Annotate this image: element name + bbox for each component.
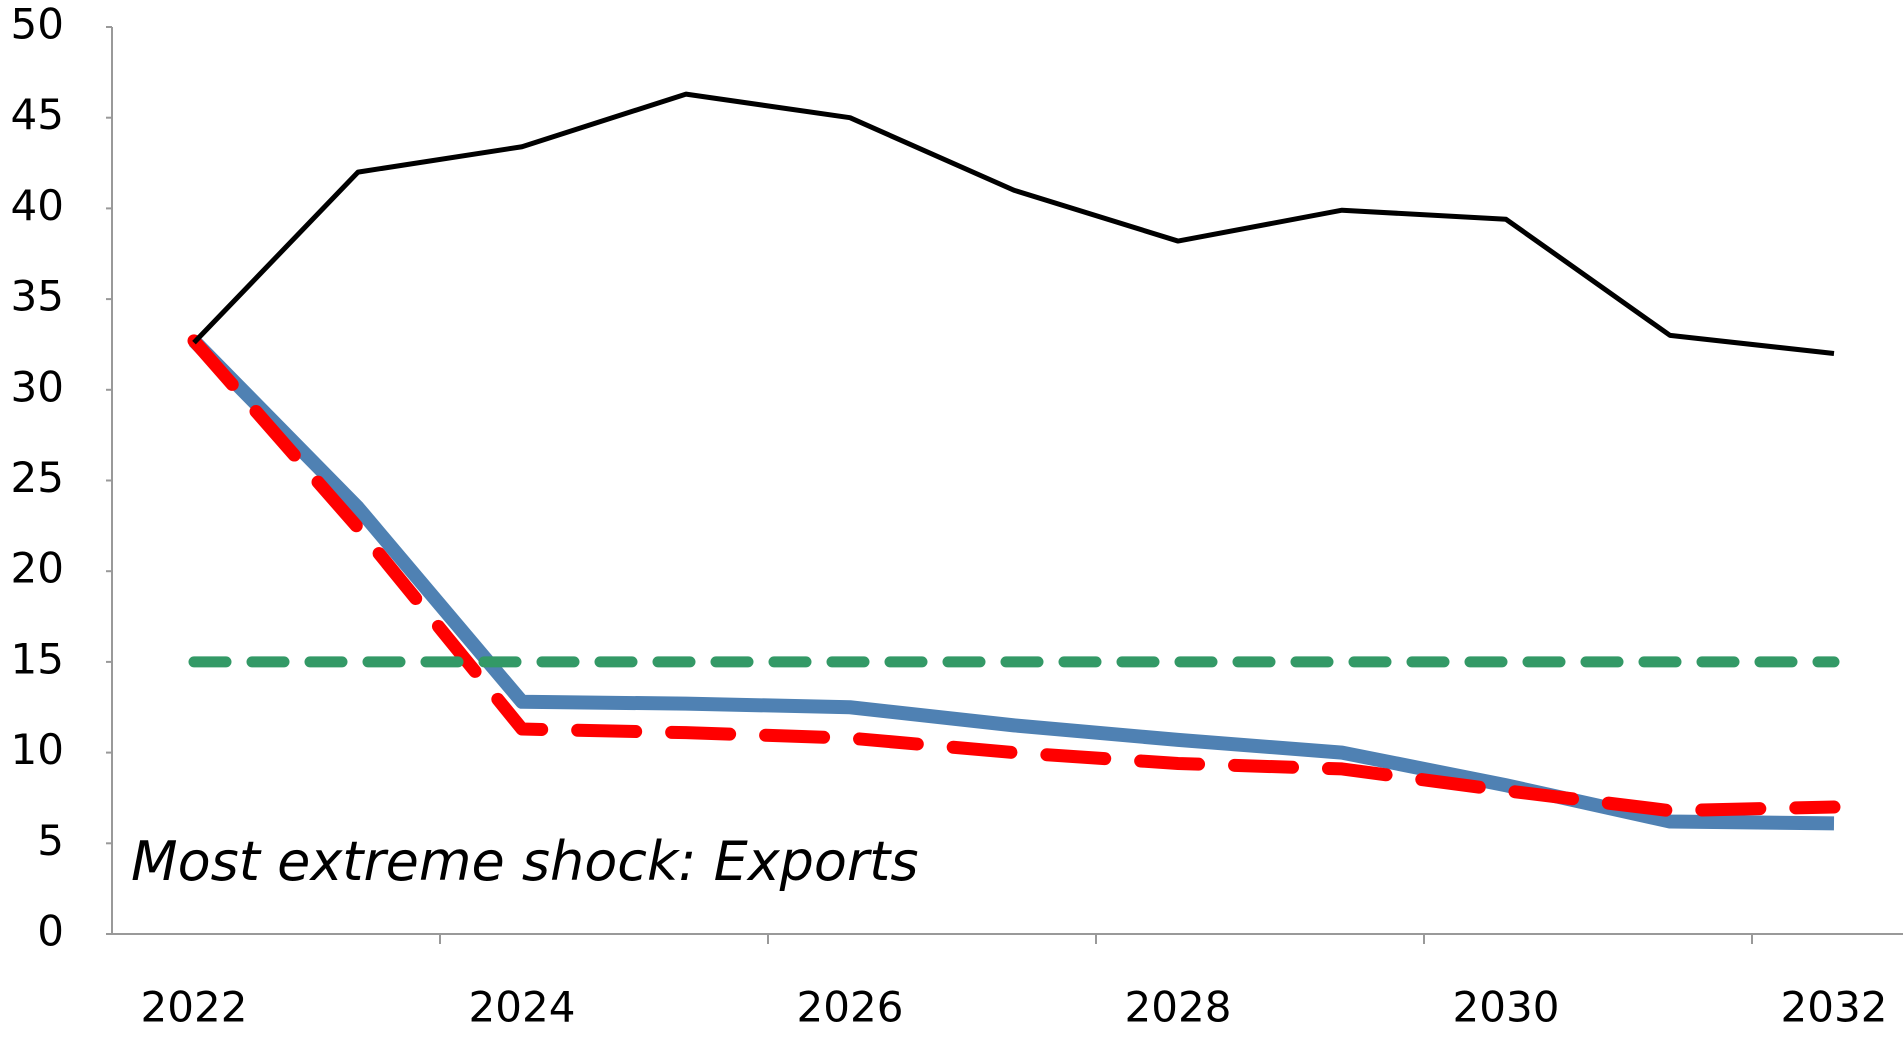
y-tick-label: 0 [37,907,64,956]
y-tick-label: 30 [11,362,64,411]
y-tick-label: 45 [11,90,64,139]
y-tick-label: 25 [11,453,64,502]
y-tick-label: 10 [11,725,64,774]
series-line [192,91,1835,357]
x-tick-label: 2022 [141,983,248,1032]
y-tick-label: 15 [11,634,64,683]
y-tick-label: 50 [11,0,64,49]
x-tick-label: 2024 [469,983,576,1032]
y-tick-label: 35 [11,272,64,321]
y-tick-label: 20 [11,544,64,593]
y-tick-label: 5 [37,816,64,865]
x-tick-label: 2030 [1453,983,1560,1032]
y-tick-label: 40 [11,181,64,230]
plot: 0 5 10 15 20 25 30 35 40 45 50 2022 2024 2026 2028 2030… [11,0,1903,1032]
x-tick-label: 2028 [1125,983,1232,1032]
x-tick-label: 2032 [1781,983,1888,1032]
x-tick-label: 2026 [797,983,904,1032]
series-line [187,334,1841,818]
annotation: Most extreme shock: Exports [131,830,918,893]
